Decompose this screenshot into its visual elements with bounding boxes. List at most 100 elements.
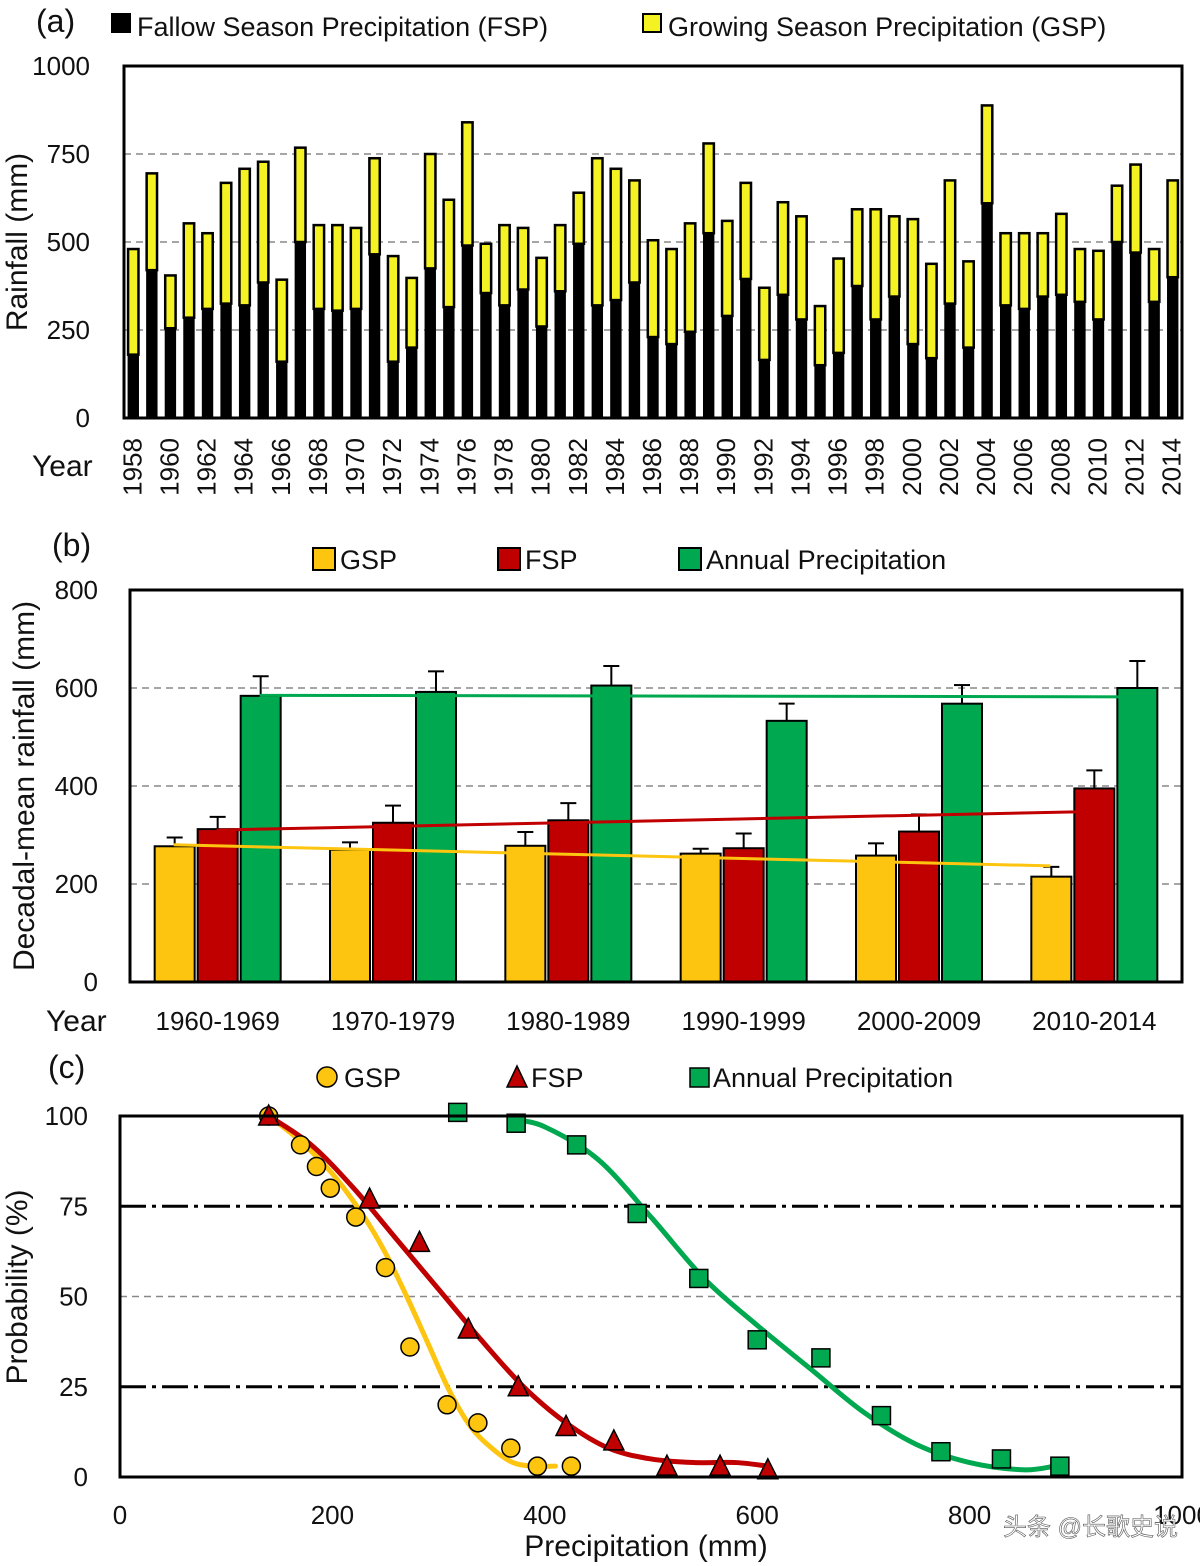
bar-gsp-1997 [850,208,864,288]
point-annual-precipitation-5 [747,1330,767,1350]
x-tick-label-800: 800 [948,1500,991,1530]
bar-annual-precipitation-2000-2009 [941,702,983,983]
panel-b-plot-frame [128,588,1184,984]
bar-gsp-1970 [349,226,363,311]
bar-gsp-1990 [720,219,734,318]
point-annual-precipitation-10 [1050,1456,1070,1476]
x-tick-label-1958: 1958 [117,438,147,496]
bar-gsp-1959 [145,172,159,272]
panel-c-fitted-curves [266,1113,1058,1473]
bar-gsp-1968 [312,223,326,311]
x-tick-label-2012: 2012 [1120,438,1150,496]
bar-gsp-1958 [126,247,140,356]
bar-gsp-2006 [1017,231,1031,311]
y-tick-label-200: 200 [55,869,98,899]
bar-fsp-1970-1979 [372,821,414,983]
bar-fsp-2010 [1092,318,1105,419]
bar-gsp-2000 [906,217,920,346]
trendline-fsp [216,809,1094,832]
point-annual-precipitation-1 [506,1113,526,1133]
x-tick-label-200: 200 [311,1500,354,1530]
bar-gsp-2001 [924,262,938,360]
y-tick-label-25: 25 [59,1372,88,1402]
bar-fsp-1958 [127,354,139,419]
bar-gsp-2008 [1054,212,1068,297]
point-gsp-1 [290,1135,311,1155]
bar-fsp-1996 [832,352,845,419]
bar-gsp-1967 [293,146,307,244]
bar-gsp-1977 [479,242,493,295]
x-tick-label-1978: 1978 [489,438,519,496]
y-tick-label-0: 0 [76,403,90,433]
bar-fsp-1992 [758,359,771,419]
bar-gsp-1996 [832,257,846,355]
x-tick-label-1964: 1964 [229,438,259,496]
x-tick-label-1960: 1960 [154,438,184,496]
x-tick-label-2014: 2014 [1157,438,1187,496]
bar-fsp-2001 [925,357,938,419]
y-tick-label-75: 75 [59,1191,88,1221]
bar-gsp-1960-1969 [153,845,196,984]
curve-annual-precipitation [510,1117,1058,1473]
bar-gsp-1984 [609,167,623,302]
bar-gsp-1981 [553,223,567,293]
point-gsp-5 [375,1257,396,1278]
bar-gsp-1973 [405,276,419,349]
bar-fsp-2013 [1148,301,1160,419]
bar-gsp-1961 [182,222,196,319]
bar-fsp-2012 [1129,252,1142,419]
legend-a-gsp-swatch [642,13,662,33]
bar-gsp-2003 [962,260,975,349]
bar-gsp-1978 [498,223,511,307]
legend-b-gsp-swatch [312,547,336,571]
bar-fsp-1971 [368,253,381,419]
bar-gsp-1965 [256,160,270,284]
legend-b-annual-label: Annual Precipitation [706,545,946,575]
legend-b-fsp-swatch [497,547,521,571]
bar-fsp-1970 [350,308,362,419]
point-fsp-7 [655,1453,679,1476]
bar-gsp-1987 [665,247,679,346]
bar-gsp-2002 [943,179,957,305]
bar-gsp-1976 [460,121,474,247]
bar-fsp-1994 [795,318,808,419]
bar-fsp-1982 [573,243,585,419]
bar-gsp-2011 [1110,184,1124,244]
bar-gsp-1983 [590,156,604,307]
bar-annual-precipitation-2010-2014 [1116,687,1159,983]
bar-fsp-1973 [406,347,418,419]
point-annual-precipitation-4 [689,1268,709,1289]
point-fsp-5 [554,1413,578,1437]
point-fsp-8 [708,1453,732,1476]
bar-fsp-1979 [517,289,529,419]
panel-a-label: (a) [36,3,75,39]
x-tick-label-1984: 1984 [600,438,630,496]
bar-gsp-2014 [1166,179,1180,279]
point-gsp-3 [320,1178,341,1198]
x-tick-label-1990-1999: 1990-1999 [681,1006,805,1036]
bar-fsp-1974 [424,267,436,419]
x-tick-label-1970: 1970 [340,438,370,496]
panel-c-y-axis-title: Probability (%) [1,1189,34,1384]
bar-gsp-1963 [219,181,233,305]
bar-gsp-1985 [627,179,641,284]
bar-gsp-1994 [795,215,808,321]
point-gsp-11 [561,1456,582,1476]
x-tick-label-1980-1989: 1980-1989 [506,1006,630,1036]
point-annual-precipitation-7 [871,1405,892,1426]
x-tick-label-1986: 1986 [637,438,667,496]
panel-c-x-axis-title: Precipitation (mm) [524,1530,767,1563]
point-gsp-4 [346,1207,366,1227]
bar-fsp-1966 [276,361,288,419]
bar-fsp-1993 [777,294,789,419]
bar-fsp-1967 [294,241,307,419]
x-tick-label-2010: 2010 [1082,438,1112,496]
x-tick-label-1998: 1998 [860,438,890,496]
legend-c-annual-marker [689,1067,710,1088]
bar-gsp-1975 [442,198,456,309]
x-tick-label-1974: 1974 [414,438,444,496]
point-gsp-2 [306,1156,327,1177]
x-tick-label-1970-1979: 1970-1979 [331,1006,455,1036]
y-tick-label-400: 400 [55,771,98,801]
bar-gsp-2010 [1092,249,1105,321]
